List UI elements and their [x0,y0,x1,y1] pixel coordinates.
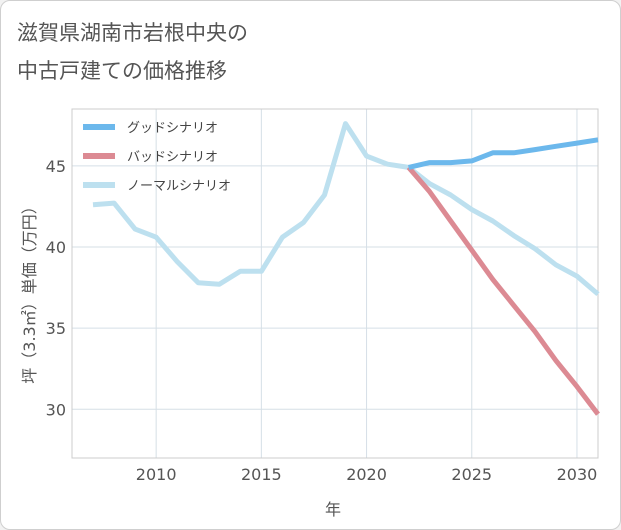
y-tick-label: 30 [46,400,66,419]
chart-title-line-2: 中古戸建ての価格推移 [17,59,227,83]
x-tick-label: 2010 [136,465,177,484]
x-tick-label: 2025 [451,465,492,484]
y-tick-label: 45 [46,157,66,176]
grid [72,109,598,458]
y-tick-label: 35 [46,319,66,338]
x-tick-label: 2020 [346,465,387,484]
x-tick-label: 2015 [241,465,282,484]
y-axis-label: 坪（3.3㎡）単価（万円） [20,198,39,383]
plot-area [71,108,599,459]
y-tick-label: 40 [46,238,66,257]
legend-label: ノーマルシナリオ [127,179,231,194]
series-line [406,165,600,416]
legend-label: バッドシナリオ [127,150,218,165]
x-axis-label: 年 [325,500,341,519]
legend-label: グッドシナリオ [127,121,218,136]
x-tick-label: 2030 [557,465,598,484]
chart-title-line-1: 滋賀県湖南市岩根中央の [17,21,248,45]
series-lines [92,121,600,416]
series-line [408,137,599,170]
tick-labels: 2010 2015 2020 2025 2030 30 35 40 45 [46,157,598,484]
series-line [92,121,600,297]
